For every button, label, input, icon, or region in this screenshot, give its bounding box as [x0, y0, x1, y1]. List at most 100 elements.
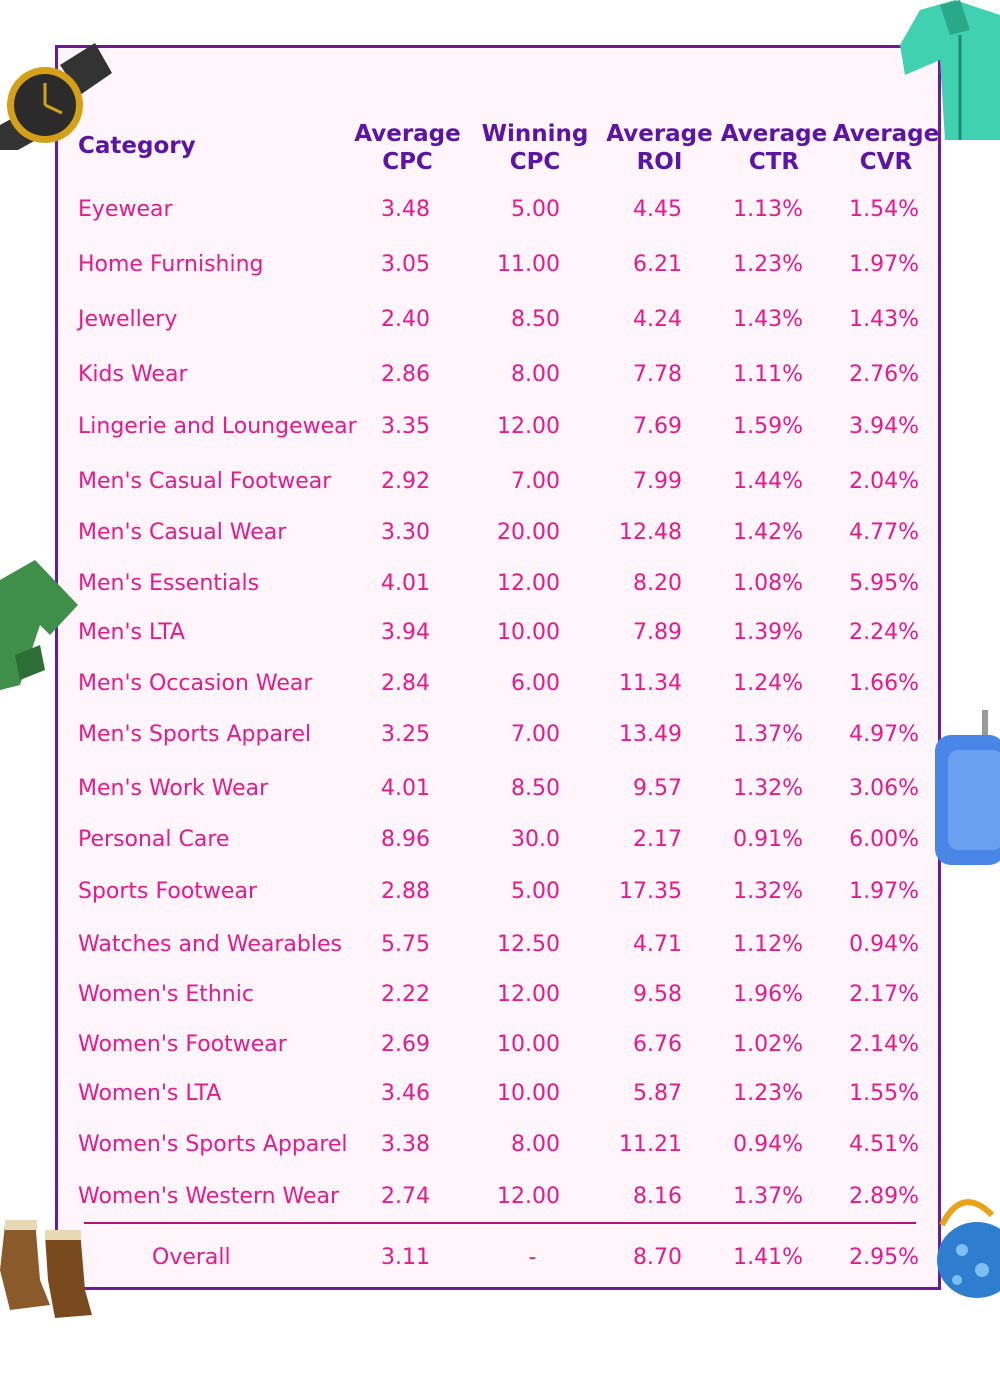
value-cell: 2.04%: [849, 469, 919, 494]
value-cell: 1.43%: [849, 307, 919, 332]
value-cell: 8.16: [633, 1184, 682, 1209]
value-cell: 8.50: [511, 307, 560, 332]
value-cell: 9.57: [633, 776, 682, 801]
value-cell: 1.66%: [849, 671, 919, 696]
value-cell: 4.45: [633, 197, 682, 222]
value-cell: 8.20: [633, 571, 682, 596]
column-header-1: Average CPC: [354, 121, 461, 175]
value-cell: 1.39%: [733, 620, 803, 645]
value-cell: 4.97%: [849, 722, 919, 747]
wristwatch-icon: [0, 43, 112, 150]
category-cell: Lingerie and Loungewear: [78, 414, 357, 439]
value-cell: 2.76%: [849, 362, 919, 387]
value-cell: 12.00: [497, 571, 560, 596]
value-cell: 1.42%: [733, 520, 803, 545]
value-cell: 1.24%: [733, 671, 803, 696]
category-cell: Men's Occasion Wear: [78, 671, 313, 696]
value-cell: 20.00: [497, 520, 560, 545]
shorts-icon: [0, 560, 78, 690]
value-cell: 3.94%: [849, 414, 919, 439]
value-cell: 5.00: [511, 879, 560, 904]
category-cell: Watches and Wearables: [78, 932, 342, 957]
value-cell: 10.00: [497, 1032, 560, 1057]
column-header-0: Category: [78, 133, 196, 159]
value-cell: 1.08%: [733, 571, 803, 596]
value-cell: 10.00: [497, 1081, 560, 1106]
value-cell: 7.69: [633, 414, 682, 439]
value-cell: 1.54%: [849, 197, 919, 222]
value-cell: 1.23%: [733, 1081, 803, 1106]
value-cell: 7.78: [633, 362, 682, 387]
value-cell: 2.17%: [849, 982, 919, 1007]
value-cell: 2.14%: [849, 1032, 919, 1057]
value-cell: 1.02%: [733, 1032, 803, 1057]
category-cell: Men's Work Wear: [78, 776, 269, 801]
value-cell: 2.88: [381, 879, 430, 904]
value-cell: 12.48: [619, 520, 682, 545]
value-cell: 1.97%: [849, 879, 919, 904]
value-cell: 13.49: [619, 722, 682, 747]
value-cell: 1.32%: [733, 879, 803, 904]
column-header-4: Average CTR: [720, 121, 828, 175]
category-cell: Women's Western Wear: [78, 1184, 340, 1209]
value-cell: 3.35: [381, 414, 430, 439]
value-cell: 1.55%: [849, 1081, 919, 1106]
value-cell: 3.25: [381, 722, 430, 747]
value-cell: 7.89: [633, 620, 682, 645]
column-header-5: Average CVR: [832, 121, 940, 175]
value-cell: 8.00: [511, 1132, 560, 1157]
value-cell: 3.30: [381, 520, 430, 545]
value-cell: 3.46: [381, 1081, 430, 1106]
overall-divider: [84, 1222, 916, 1224]
value-cell: 3.94: [381, 620, 430, 645]
table-panel: [55, 45, 941, 1290]
value-cell: 6.76: [633, 1032, 682, 1057]
value-cell: 5.00: [511, 197, 560, 222]
value-cell: 12.50: [497, 932, 560, 957]
value-cell: 2.84: [381, 671, 430, 696]
value-cell: 1.32%: [733, 776, 803, 801]
value-cell: 30.0: [511, 827, 560, 852]
value-cell: 11.34: [619, 671, 682, 696]
value-cell: 5.75: [381, 932, 430, 957]
value-cell: 1.37%: [733, 722, 803, 747]
value-cell: 5.95%: [849, 571, 919, 596]
value-cell: 0.94%: [733, 1132, 803, 1157]
category-cell: Men's Casual Wear: [78, 520, 287, 545]
value-cell: 2.89%: [849, 1184, 919, 1209]
value-cell: -: [528, 1245, 537, 1270]
value-cell: 4.01: [381, 571, 430, 596]
value-cell: 0.91%: [733, 827, 803, 852]
category-cell: Jewellery: [78, 307, 178, 332]
value-cell: 4.24: [633, 307, 682, 332]
value-cell: 0.94%: [849, 932, 919, 957]
category-cell: Kids Wear: [78, 362, 188, 387]
value-cell: 3.05: [381, 252, 430, 277]
value-cell: 2.74: [381, 1184, 430, 1209]
value-cell: 3.38: [381, 1132, 430, 1157]
value-cell: 5.87: [633, 1081, 682, 1106]
category-cell: Women's Footwear: [78, 1032, 287, 1057]
boots-icon: [0, 1220, 92, 1318]
value-cell: 1.23%: [733, 252, 803, 277]
value-cell: 11.00: [497, 252, 560, 277]
value-cell: 3.06%: [849, 776, 919, 801]
value-cell: 11.21: [619, 1132, 682, 1157]
value-cell: 7.00: [511, 722, 560, 747]
value-cell: 1.96%: [733, 982, 803, 1007]
category-cell: Women's LTA: [78, 1081, 222, 1106]
value-cell: 8.96: [381, 827, 430, 852]
value-cell: 1.37%: [733, 1184, 803, 1209]
value-cell: 1.59%: [733, 414, 803, 439]
value-cell: 1.97%: [849, 252, 919, 277]
value-cell: 10.00: [497, 620, 560, 645]
value-cell: 2.86: [381, 362, 430, 387]
value-cell: 4.01: [381, 776, 430, 801]
value-cell: 7.99: [633, 469, 682, 494]
value-cell: 12.00: [497, 1184, 560, 1209]
value-cell: 8.50: [511, 776, 560, 801]
value-cell: 8.70: [633, 1245, 682, 1270]
value-cell: 6.21: [633, 252, 682, 277]
value-cell: 4.77%: [849, 520, 919, 545]
category-cell: Women's Ethnic: [78, 982, 254, 1007]
